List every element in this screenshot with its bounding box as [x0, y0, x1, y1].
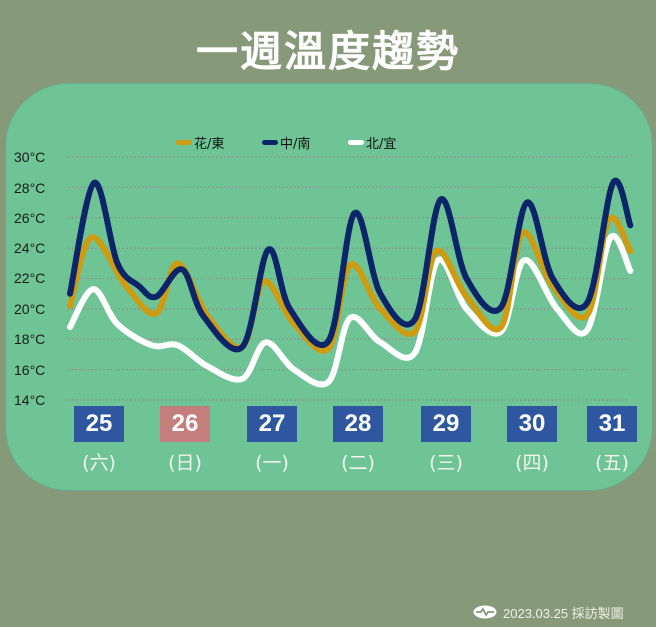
weekday-label: (日)	[168, 452, 202, 474]
footer-text: 2023.03.25 採訪製圖	[503, 605, 624, 621]
date-box: 30	[507, 406, 557, 442]
y-tick-label: 30°C	[14, 149, 46, 165]
legend-item-hualien-taitung: 花/東	[176, 133, 224, 152]
line-swatch-gold-icon	[176, 139, 192, 145]
series-line-hualien-taitung	[67, 214, 634, 354]
series-lines	[67, 177, 634, 388]
series-line-central-south	[67, 177, 634, 353]
date-box-holiday: 26	[160, 406, 210, 442]
y-tick-label: 22°C	[14, 270, 46, 286]
legend-label: 花/東	[194, 136, 225, 152]
weekday-label: (六)	[82, 452, 116, 474]
legend-label: 中/南	[280, 136, 311, 152]
y-tick-label: 18°C	[14, 331, 46, 347]
weekday-label: (三)	[429, 452, 463, 474]
weekday-label: (二)	[341, 452, 375, 474]
date-box: 31	[587, 406, 637, 442]
legend-label: 北/宜	[366, 136, 397, 152]
weekday-label: (五)	[595, 452, 629, 474]
cloud-logo-icon	[473, 605, 497, 619]
y-tick-label: 28°C	[14, 180, 46, 196]
weekday-label: (四)	[515, 452, 549, 474]
legend-item-north-yilan: 北/宜	[348, 133, 396, 152]
date-box: 25	[74, 406, 124, 442]
y-tick-label: 26°C	[14, 210, 46, 226]
footer-credit: 2023.03.25 採訪製圖	[473, 602, 624, 622]
page-title: 一週溫度趨勢	[195, 27, 460, 76]
date-box: 27	[247, 406, 297, 442]
line-swatch-navy-icon	[262, 139, 278, 145]
y-tick-label: 16°C	[14, 362, 46, 378]
line-swatch-white-icon	[348, 139, 364, 145]
series-line-north-yilan	[67, 232, 634, 388]
gridlines	[68, 156, 628, 401]
weekday-label: (一)	[255, 452, 289, 474]
y-tick-label: 20°C	[14, 301, 46, 317]
y-tick-label: 24°C	[14, 240, 46, 256]
y-tick-label: 14°C	[14, 392, 46, 408]
date-box: 28	[333, 406, 383, 442]
legend-item-central-south: 中/南	[262, 133, 310, 152]
date-box: 29	[421, 406, 471, 442]
